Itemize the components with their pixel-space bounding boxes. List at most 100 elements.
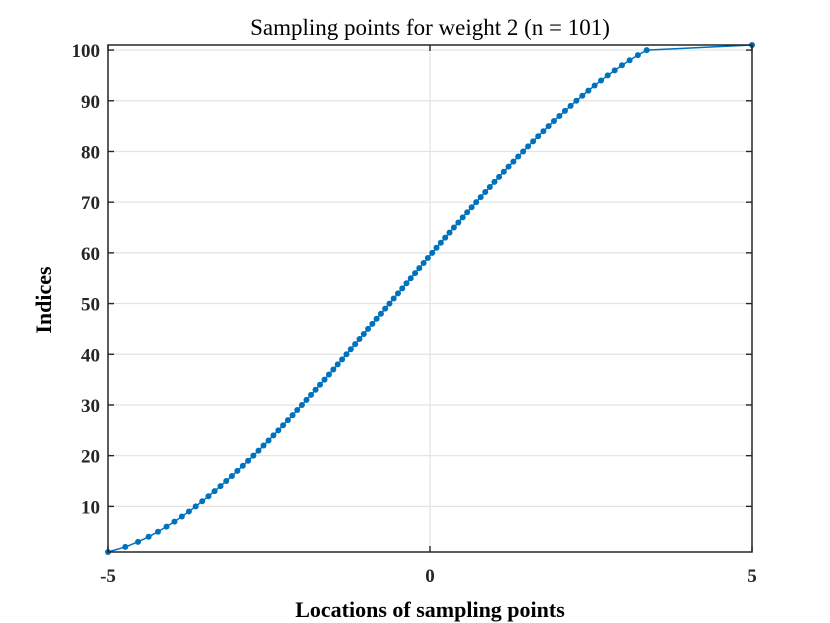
data-point xyxy=(330,366,337,373)
chart-title: Sampling points for weight 2 (n = 101) xyxy=(250,15,610,40)
data-point xyxy=(250,452,257,459)
data-point xyxy=(135,538,142,545)
data-point xyxy=(289,412,296,419)
data-point xyxy=(598,77,605,84)
y-tick-label: 100 xyxy=(72,41,101,62)
data-point xyxy=(455,219,462,226)
data-point xyxy=(185,508,192,515)
data-point xyxy=(611,67,618,74)
data-point xyxy=(373,315,380,322)
data-point xyxy=(550,118,557,125)
data-point xyxy=(496,173,503,180)
data-point xyxy=(390,295,397,302)
x-tick-label: 5 xyxy=(747,566,757,587)
data-point xyxy=(228,472,235,479)
data-point xyxy=(545,123,552,130)
data-point xyxy=(205,493,212,500)
data-point xyxy=(556,112,563,119)
data-point xyxy=(352,341,359,348)
y-tick-label: 40 xyxy=(81,345,100,366)
data-point xyxy=(377,310,384,317)
data-point xyxy=(394,290,401,297)
data-point xyxy=(245,457,252,464)
data-point xyxy=(275,427,282,434)
data-point xyxy=(459,214,466,221)
data-point xyxy=(399,285,406,292)
data-point xyxy=(223,478,230,485)
data-point xyxy=(303,396,310,403)
y-tick-label: 70 xyxy=(81,193,100,214)
axis-ticks xyxy=(107,45,753,552)
y-tick-label: 90 xyxy=(81,92,100,113)
data-point xyxy=(429,249,436,256)
data-point xyxy=(540,128,547,135)
data-point xyxy=(122,543,129,550)
data-point xyxy=(446,229,453,236)
data-point xyxy=(325,371,332,378)
data-point xyxy=(634,52,641,59)
data-point xyxy=(450,224,457,231)
data-point xyxy=(468,204,475,211)
data-point xyxy=(579,92,586,99)
x-tick-labels: -5 0 5 xyxy=(100,566,757,587)
data-point xyxy=(626,57,633,64)
data-point xyxy=(260,442,267,449)
data-point xyxy=(403,280,410,287)
data-point xyxy=(433,244,440,251)
data-point xyxy=(510,158,517,165)
data-point xyxy=(321,376,328,383)
data-point xyxy=(567,102,574,109)
data-point xyxy=(500,168,507,175)
grid xyxy=(108,45,752,552)
data-point xyxy=(317,381,323,388)
data-point xyxy=(535,133,542,140)
data-point xyxy=(561,107,568,114)
data-point xyxy=(339,356,346,363)
data-point xyxy=(298,401,305,408)
data-point xyxy=(171,518,178,525)
data-point xyxy=(145,533,152,540)
data-point xyxy=(217,483,224,490)
data-point xyxy=(239,462,246,469)
y-tick-label: 60 xyxy=(81,244,100,265)
x-axis-label: Locations of sampling points xyxy=(295,597,565,622)
data-point xyxy=(407,275,414,282)
y-tick-label: 10 xyxy=(81,497,100,518)
data-point xyxy=(416,265,423,272)
y-tick-label: 20 xyxy=(81,447,100,468)
data-point xyxy=(294,407,301,414)
data-point xyxy=(270,432,277,439)
data-point xyxy=(255,447,262,454)
data-point xyxy=(163,523,170,530)
data-point xyxy=(265,437,272,444)
data-point xyxy=(420,260,427,267)
data-point xyxy=(360,330,367,337)
data-point xyxy=(618,62,625,69)
data-point xyxy=(192,503,199,510)
data-point xyxy=(591,82,598,89)
data-point xyxy=(284,417,291,424)
data-point xyxy=(505,163,512,170)
data-point xyxy=(486,183,493,190)
data-point xyxy=(234,467,241,474)
data-point xyxy=(154,528,161,535)
x-tick-label: 0 xyxy=(425,566,435,587)
data-point xyxy=(347,346,354,353)
data-point xyxy=(643,47,650,54)
data-point xyxy=(356,336,363,343)
data-point xyxy=(473,199,480,206)
data-point xyxy=(442,234,449,241)
data-point xyxy=(585,87,592,94)
data-point xyxy=(437,239,444,246)
data-point xyxy=(365,325,372,332)
data-point xyxy=(312,386,319,393)
y-tick-label: 50 xyxy=(81,295,100,316)
data-point xyxy=(280,422,287,429)
data-point xyxy=(477,194,484,201)
data-point xyxy=(464,209,471,216)
data-point xyxy=(520,148,527,155)
data-point xyxy=(424,254,431,261)
data-point xyxy=(604,72,611,79)
series-sampling-points xyxy=(105,42,755,555)
